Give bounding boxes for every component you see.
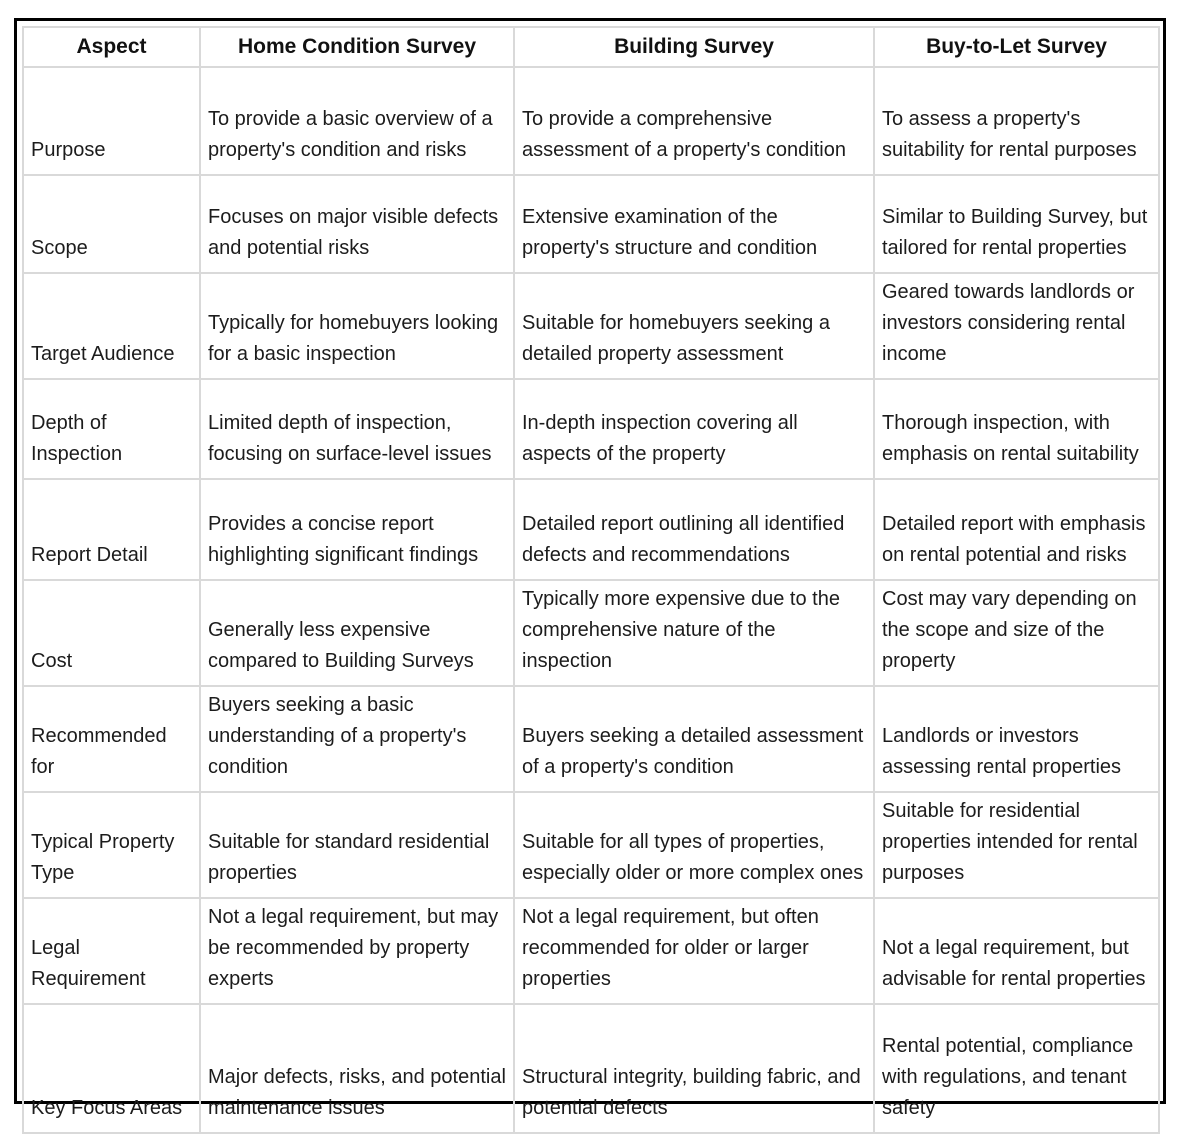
table-cell: Rental potential, compliance with regula…	[873, 1003, 1160, 1134]
table-cell: To provide a basic overview of a propert…	[199, 66, 515, 176]
column-header-buy-to-let-survey: Buy-to-Let Survey	[873, 26, 1160, 68]
table-header-row: Aspect Home Condition Survey Building Su…	[22, 26, 1160, 68]
aspect-label: Legal Requirement	[22, 897, 201, 1005]
aspect-label: Recommended for	[22, 685, 201, 793]
column-header-home-condition-survey: Home Condition Survey	[199, 26, 515, 68]
column-header-aspect: Aspect	[22, 26, 201, 68]
table-row-scope: Scope Focuses on major visible defects a…	[22, 174, 1160, 274]
table-cell: Provides a concise report highlighting s…	[199, 478, 515, 581]
table-row-legal-requirement: Legal Requirement Not a legal requiremen…	[22, 897, 1160, 1005]
table-cell: In-depth inspection covering all aspects…	[513, 378, 875, 480]
table-cell: Suitable for standard residential proper…	[199, 791, 515, 899]
table-cell: Landlords or investors assessing rental …	[873, 685, 1160, 793]
table-cell: Focuses on major visible defects and pot…	[199, 174, 515, 274]
table-cell: Detailed report with emphasis on rental …	[873, 478, 1160, 581]
survey-comparison-table: Aspect Home Condition Survey Building Su…	[22, 26, 1160, 1134]
table-cell: Not a legal requirement, but often recom…	[513, 897, 875, 1005]
table-row-report-detail: Report Detail Provides a concise report …	[22, 478, 1160, 581]
table-cell: Buyers seeking a detailed assessment of …	[513, 685, 875, 793]
table-cell: Buyers seeking a basic understanding of …	[199, 685, 515, 793]
table-row-target-audience: Target Audience Typically for homebuyers…	[22, 272, 1160, 380]
table-cell: Not a legal requirement, but may be reco…	[199, 897, 515, 1005]
table-cell: Structural integrity, building fabric, a…	[513, 1003, 875, 1134]
table-cell: Typically for homebuyers looking for a b…	[199, 272, 515, 380]
table-cell: Suitable for homebuyers seeking a detail…	[513, 272, 875, 380]
table-cell: Suitable for all types of properties, es…	[513, 791, 875, 899]
table-row-recommended-for: Recommended for Buyers seeking a basic u…	[22, 685, 1160, 793]
table-row-key-focus-areas: Key Focus Areas Major defects, risks, an…	[22, 1003, 1160, 1134]
aspect-label: Report Detail	[22, 478, 201, 581]
aspect-label: Depth of Inspection	[22, 378, 201, 480]
table-cell: Detailed report outlining all identified…	[513, 478, 875, 581]
table-row-cost: Cost Generally less expensive compared t…	[22, 579, 1160, 687]
table-cell: Extensive examination of the property's …	[513, 174, 875, 274]
aspect-label: Typical Property Type	[22, 791, 201, 899]
table-cell: Cost may vary depending on the scope and…	[873, 579, 1160, 687]
table-cell: Thorough inspection, with emphasis on re…	[873, 378, 1160, 480]
table-cell: Geared towards landlords or investors co…	[873, 272, 1160, 380]
table-cell: To assess a property's suitability for r…	[873, 66, 1160, 176]
table-cell: To provide a comprehensive assessment of…	[513, 66, 875, 176]
aspect-label: Key Focus Areas	[22, 1003, 201, 1134]
table-cell: Typically more expensive due to the comp…	[513, 579, 875, 687]
table-cell: Not a legal requirement, but advisable f…	[873, 897, 1160, 1005]
aspect-label: Purpose	[22, 66, 201, 176]
column-header-building-survey: Building Survey	[513, 26, 875, 68]
table-cell: Major defects, risks, and potential main…	[199, 1003, 515, 1134]
aspect-label: Target Audience	[22, 272, 201, 380]
aspect-label: Scope	[22, 174, 201, 274]
table-cell: Suitable for residential properties inte…	[873, 791, 1160, 899]
table-cell: Similar to Building Survey, but tailored…	[873, 174, 1160, 274]
table-cell: Limited depth of inspection, focusing on…	[199, 378, 515, 480]
aspect-label: Cost	[22, 579, 201, 687]
table-row-purpose: Purpose To provide a basic overview of a…	[22, 66, 1160, 176]
table-frame: Aspect Home Condition Survey Building Su…	[14, 18, 1166, 1134]
table-cell: Generally less expensive compared to Bui…	[199, 579, 515, 687]
table-row-depth-of-inspection: Depth of Inspection Limited depth of ins…	[22, 378, 1160, 480]
table-row-typical-property-type: Typical Property Type Suitable for stand…	[22, 791, 1160, 899]
